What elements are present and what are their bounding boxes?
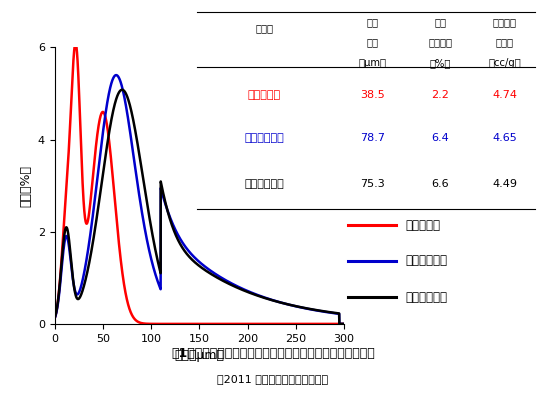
Text: 78.7: 78.7 <box>360 133 385 143</box>
Text: 38.5: 38.5 <box>360 90 385 100</box>
Text: （μm）: （μm） <box>359 58 387 68</box>
Text: スノーパール: スノーパール <box>245 179 284 189</box>
Text: デンプン: デンプン <box>428 38 452 47</box>
Text: 6.6: 6.6 <box>431 179 449 189</box>
Text: 損傷: 損傷 <box>434 17 446 27</box>
Text: スノーパール: スノーパール <box>405 291 447 304</box>
Text: あきたこまち: あきたこまち <box>245 133 284 143</box>
Text: 米粉パン: 米粉パン <box>492 17 517 27</box>
Y-axis label: 体積（%）: 体積（%） <box>19 165 32 207</box>
Text: （cc/g）: （cc/g） <box>488 58 521 68</box>
Text: 6.4: 6.4 <box>431 133 449 143</box>
Text: ゆめふわり: ゆめふわり <box>405 219 440 232</box>
Text: 4.74: 4.74 <box>492 90 517 100</box>
Text: （%）: （%） <box>430 58 451 68</box>
Text: 4.49: 4.49 <box>492 179 517 189</box>
Text: 2.2: 2.2 <box>431 90 449 100</box>
Text: あきたこまち: あきたこまち <box>405 254 447 267</box>
Text: 4.65: 4.65 <box>492 133 517 143</box>
X-axis label: 粒径（μm）: 粒径（μm） <box>174 349 224 362</box>
Text: 図1　米粉の粒度分布・損傷デンプンと米粉混成パン比容積: 図1 米粉の粒度分布・損傷デンプンと米粉混成パン比容積 <box>171 347 375 360</box>
Text: （2011 年産米、湿式気流製粉）: （2011 年産米、湿式気流製粉） <box>217 374 329 384</box>
Text: 比容積: 比容積 <box>496 38 514 47</box>
Text: 粒径: 粒径 <box>366 38 378 47</box>
Text: 75.3: 75.3 <box>360 179 385 189</box>
Text: ゆめふわり: ゆめふわり <box>248 90 281 100</box>
Text: 品種名: 品種名 <box>256 23 273 33</box>
Text: 平均: 平均 <box>366 17 378 27</box>
